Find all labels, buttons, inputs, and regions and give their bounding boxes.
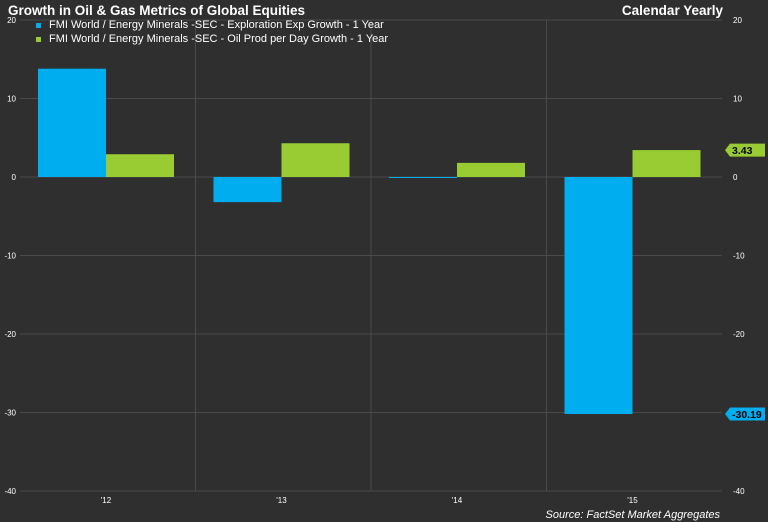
x-tick-label: '15	[627, 496, 638, 505]
legend-swatch-oil-prod	[36, 36, 41, 42]
y-tick-label-left: -10	[4, 252, 16, 261]
y-tick-label-left: -40	[4, 487, 16, 496]
y-tick-label-right: 10	[733, 95, 742, 104]
y-tick-label-right: -40	[733, 487, 745, 496]
bar-exploration	[389, 177, 457, 178]
chart-subtitle: Calendar Yearly	[621, 3, 723, 18]
bar-exploration	[213, 177, 282, 203]
axis-ticks: 2020101000-10-10-20-20-30-30-40-40'12'13…	[4, 16, 745, 505]
y-tick-label-left: 0	[12, 173, 17, 182]
y-tick-label-left: 10	[7, 95, 16, 104]
bar-exploration	[564, 177, 633, 414]
legend-item-oil-prod: FMI World / Energy Minerals -SEC - Oil P…	[36, 33, 388, 47]
legend-label-oil-prod: FMI World / Energy Minerals -SEC - Oil P…	[49, 32, 389, 45]
bar-oil-prod	[106, 154, 174, 177]
y-tick-label-left: 20	[7, 16, 16, 25]
legend-swatch-exploration	[36, 23, 41, 29]
value-callout-label: -30.19	[732, 409, 762, 421]
bars	[38, 68, 701, 414]
y-tick-label-right: -20	[733, 330, 745, 339]
legend-label-exploration: FMI World / Energy Minerals -SEC - Explo…	[49, 19, 384, 31]
value-callout-label: 3.43	[732, 145, 753, 157]
value-callouts: -30.19 3.43	[725, 143, 765, 421]
x-tick-label: '14	[452, 496, 463, 505]
y-tick-label-left: -30	[4, 409, 16, 418]
bar-oil-prod	[632, 150, 701, 177]
bar-oil-prod	[281, 143, 350, 177]
y-tick-label-right: 20	[733, 16, 742, 25]
value-callout-oil-prod	[725, 143, 765, 157]
bar-exploration	[38, 68, 106, 177]
source-note: Source: FactSet Market Aggregates	[545, 509, 720, 521]
chart-title: Growth in Oil & Gas Metrics of Global Eq…	[8, 3, 306, 18]
legend: FMI World / Energy Minerals -SEC - Explo…	[36, 19, 388, 46]
value-callout-exploration	[725, 407, 765, 421]
legend-item-exploration: FMI World / Energy Minerals -SEC - Explo…	[36, 19, 388, 33]
y-tick-label-right: 0	[733, 173, 738, 182]
x-tick-label: '12	[101, 496, 112, 505]
x-tick-label: '13	[276, 496, 287, 505]
y-tick-label-left: -20	[4, 330, 16, 339]
y-tick-label-right: -10	[733, 252, 745, 261]
bar-oil-prod	[457, 162, 525, 177]
